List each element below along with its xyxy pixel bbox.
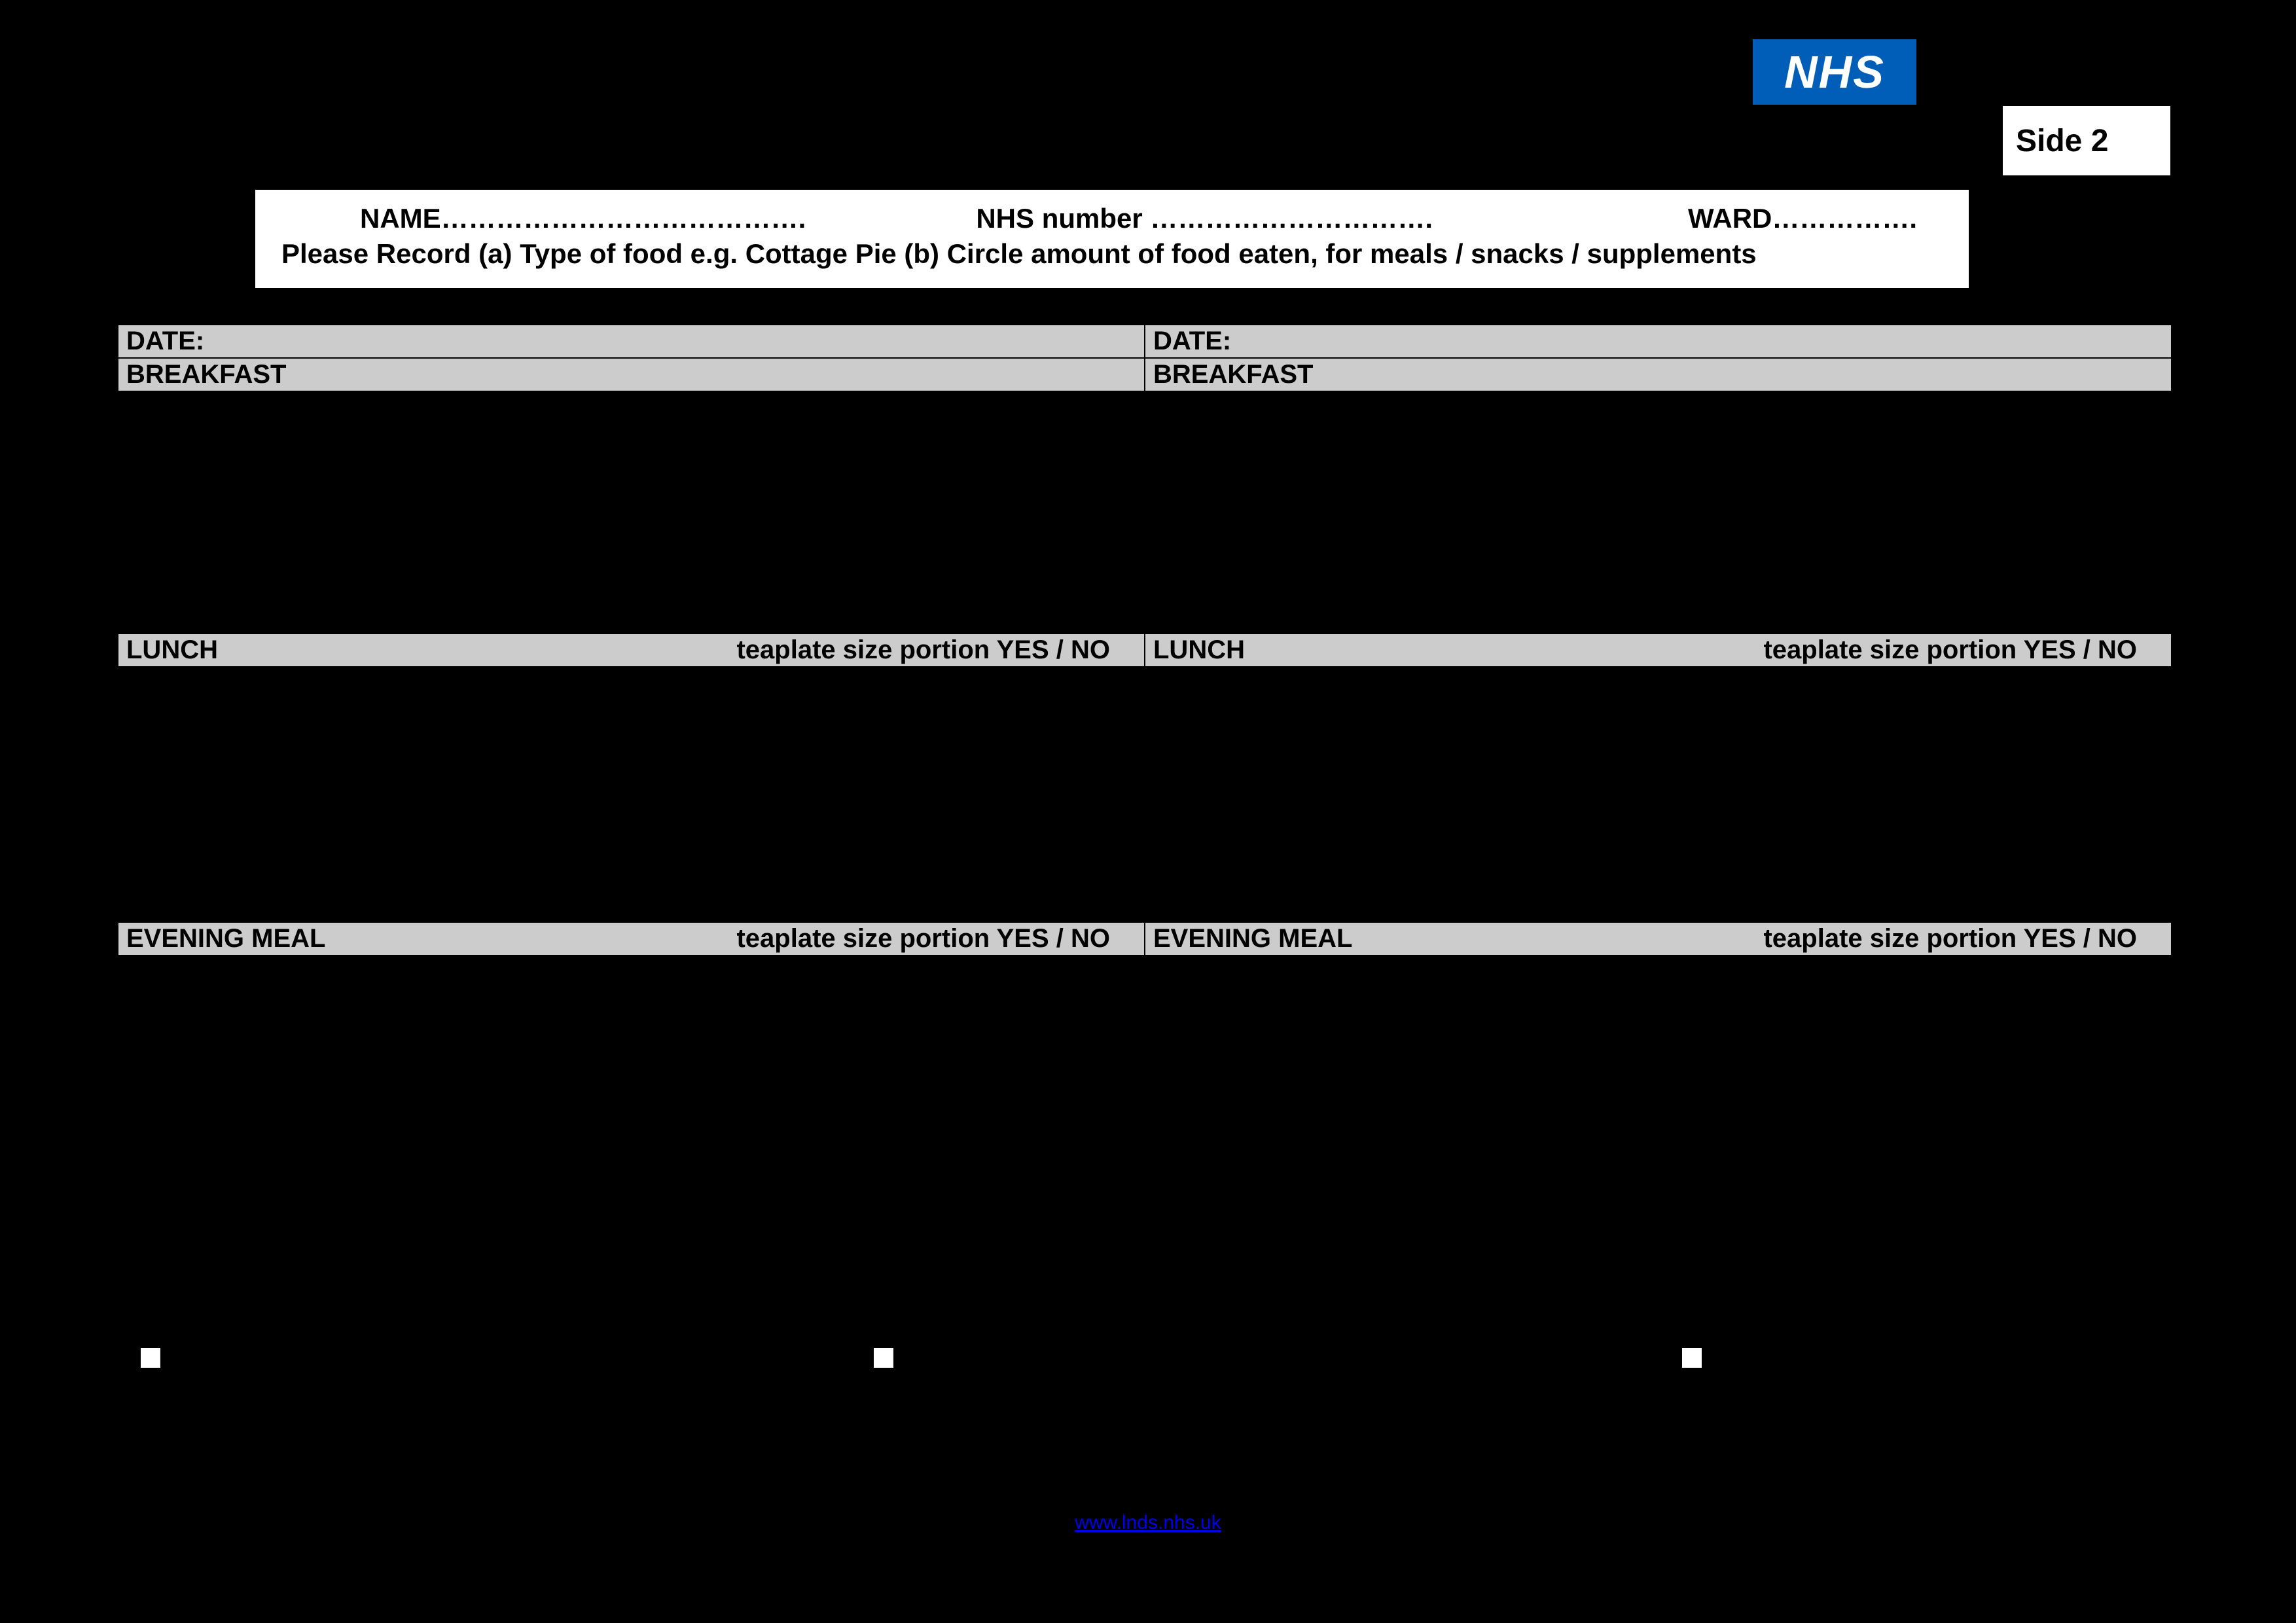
bullet-square-2 [874, 1348, 893, 1368]
evening-cell-right: EVENING MEAL teaplate size portion YES /… [1145, 922, 2172, 955]
lunch-cell-left: LUNCH teaplate size portion YES / NO [118, 633, 1145, 667]
lunch-gap [118, 667, 2172, 922]
name-dots: …………………………………. [441, 203, 806, 234]
lunch-label-right: LUNCH [1153, 635, 1245, 665]
footer: www.lnds.nhs.uk [0, 1512, 2296, 1534]
breakfast-row: BREAKFAST BREAKFAST [118, 358, 2172, 391]
date-row: DATE: DATE: [118, 325, 2172, 358]
date-cell-left: DATE: [118, 325, 1145, 358]
breakfast-label-left: BREAKFAST [126, 360, 286, 389]
bullet-square-3 [1682, 1348, 1702, 1368]
nhs-number-dots: …………………………. [1143, 203, 1433, 234]
meal-chart: DATE: DATE: BREAKFAST BREAKFAST LUNCH te… [118, 325, 2172, 955]
nhs-number-label: NHS number [976, 203, 1142, 234]
nhs-logo: NHS [1753, 39, 1916, 105]
breakfast-cell-left: BREAKFAST [118, 358, 1145, 391]
footer-link[interactable]: www.lnds.nhs.uk [1075, 1512, 1221, 1533]
name-label: NAME [360, 203, 441, 234]
evening-portion-left: teaplate size portion YES / NO [736, 924, 1136, 954]
ward-dots: ……………. [1772, 203, 1917, 234]
date-label-right: DATE: [1153, 327, 1231, 356]
breakfast-label-right: BREAKFAST [1153, 360, 1313, 389]
evening-cell-left: EVENING MEAL teaplate size portion YES /… [118, 922, 1145, 955]
lunch-row: LUNCH teaplate size portion YES / NO LUN… [118, 633, 2172, 667]
side-label: Side 2 [2016, 123, 2108, 159]
ward-label: WARD [1688, 203, 1772, 234]
lunch-portion-right: teaplate size portion YES / NO [1763, 635, 2163, 665]
bullet-square-1 [141, 1348, 160, 1368]
breakfast-cell-right: BREAKFAST [1145, 358, 2172, 391]
evening-label-left: EVENING MEAL [126, 924, 325, 954]
side-label-box: Side 2 [2001, 105, 2172, 177]
lunch-portion-left: teaplate size portion YES / NO [736, 635, 1136, 665]
lunch-label-left: LUNCH [126, 635, 218, 665]
breakfast-gap [118, 391, 2172, 633]
date-cell-right: DATE: [1145, 325, 2172, 358]
evening-label-right: EVENING MEAL [1153, 924, 1352, 954]
patient-header: NAME…………………………………. NHS number …………………………… [255, 190, 1969, 288]
evening-portion-right: teaplate size portion YES / NO [1763, 924, 2163, 954]
patient-header-line1: NAME…………………………………. NHS number …………………………… [281, 203, 1943, 234]
evening-row: EVENING MEAL teaplate size portion YES /… [118, 922, 2172, 955]
lunch-cell-right: LUNCH teaplate size portion YES / NO [1145, 633, 2172, 667]
nhs-logo-text: NHS [1784, 46, 1885, 98]
date-label-left: DATE: [126, 327, 204, 356]
instructions-text: Please Record (a) Type of food e.g. Cott… [281, 238, 1943, 270]
